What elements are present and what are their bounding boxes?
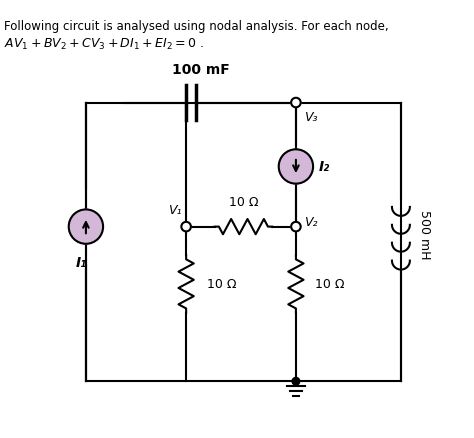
Circle shape	[69, 210, 103, 244]
Circle shape	[279, 150, 313, 184]
Text: V₂: V₂	[303, 216, 317, 229]
Text: I₂: I₂	[319, 160, 330, 174]
Text: I₁: I₁	[75, 256, 87, 270]
Circle shape	[291, 223, 301, 232]
Text: 100 mF: 100 mF	[172, 63, 229, 77]
Text: V₃: V₃	[303, 111, 317, 124]
Circle shape	[292, 378, 300, 385]
Circle shape	[182, 223, 191, 232]
Text: Following circuit is analysed using nodal analysis. For each node,: Following circuit is analysed using noda…	[4, 19, 389, 32]
Text: $AV_1+BV_2+CV_3+DI_1+EI_2=0\ .$: $AV_1+BV_2+CV_3+DI_1+EI_2=0\ .$	[4, 37, 204, 52]
Text: V₁: V₁	[168, 204, 182, 216]
Circle shape	[291, 99, 301, 108]
Text: 10 Ω: 10 Ω	[207, 278, 237, 291]
Text: 10 Ω: 10 Ω	[315, 278, 345, 291]
Text: 500 mH: 500 mH	[418, 209, 431, 259]
Text: 10 Ω: 10 Ω	[228, 195, 258, 208]
